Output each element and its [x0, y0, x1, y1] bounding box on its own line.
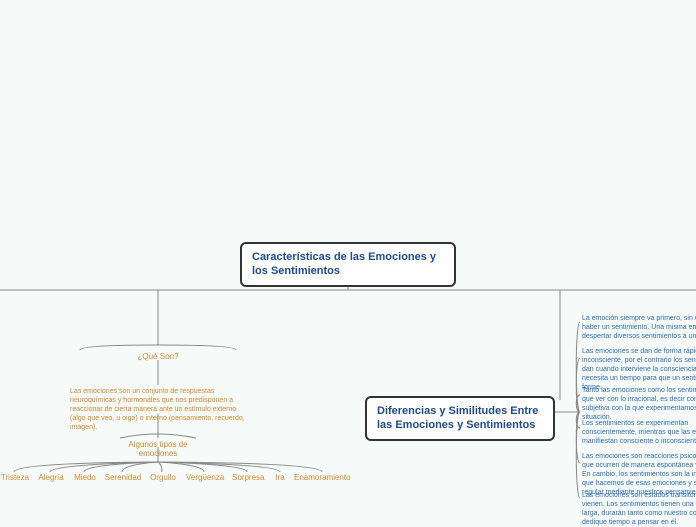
emotion-miedo[interactable]: Miedo	[72, 473, 98, 482]
root-node[interactable]: Características de las Emociones y los S…	[240, 242, 456, 287]
differences-title: Diferencias y Similitudes Entre las Emoc…	[377, 405, 538, 431]
right-item-0: La emoción siempre va primero, sin emoci…	[582, 314, 696, 341]
emotions-definition: Las emociones son un conjunto de respues…	[70, 387, 250, 432]
emotion-serenidad[interactable]: Serenidad	[104, 473, 142, 482]
right-item-2: Tanto las emociones como los sentimiento…	[582, 386, 696, 422]
emotion-orgullo[interactable]: Orgullo	[149, 473, 177, 482]
mindmap-canvas: Características de las Emociones y los S…	[0, 0, 696, 520]
emotion-ira[interactable]: Ira	[272, 473, 288, 482]
right-item-5: Las emociones son estados transitorios, …	[582, 491, 696, 527]
differences-node[interactable]: Diferencias y Similitudes Entre las Emoc…	[365, 396, 555, 441]
emotion-enamoramiento[interactable]: Enamoramiento	[294, 473, 350, 482]
emotion-verguenza[interactable]: Vergüenza	[186, 473, 224, 482]
root-title: Características de las Emociones y los S…	[252, 251, 436, 277]
emotion-tristeza[interactable]: Tristeza	[0, 473, 30, 482]
tipos-label[interactable]: Algunos tipos de emociones	[118, 440, 198, 458]
right-item-3: Los sentimientos se experimentan conscie…	[582, 419, 696, 446]
emotion-alegria[interactable]: Alegría	[36, 473, 66, 482]
que-son-label[interactable]: ¿Qué Son?	[130, 352, 186, 361]
emotion-sorpresa[interactable]: Sorpresa	[232, 473, 264, 482]
